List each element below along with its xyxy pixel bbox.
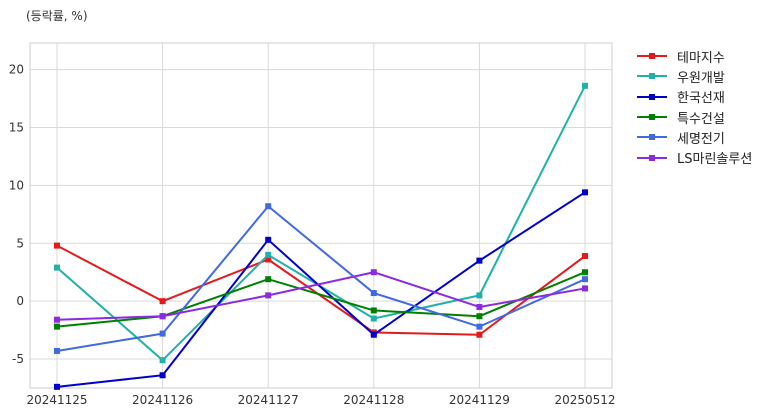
legend-swatch (635, 50, 669, 62)
data-point (370, 315, 377, 322)
tick-labels: -5 0 5 10 15 20 20241125 20241126 20241127 202411… (9, 63, 616, 407)
data-point (54, 242, 60, 249)
data-point (54, 316, 60, 323)
legend-item: 세명전기 (635, 127, 752, 147)
series-line (56, 244, 586, 336)
legend-swatch (635, 111, 669, 123)
legend-swatch (635, 152, 669, 164)
data-point (159, 313, 166, 320)
y-tick-label: 0 (16, 294, 24, 308)
data-point (159, 298, 166, 305)
legend-swatch (635, 91, 669, 103)
x-tick-label: 20241126 (132, 393, 193, 407)
legend-label: 테마지수 (677, 50, 725, 66)
data-point (370, 331, 377, 338)
series-4 (54, 269, 588, 330)
data-point (54, 383, 60, 390)
legend-label: 우원개발 (677, 70, 725, 86)
legend-item: 우원개발 (635, 66, 752, 86)
data-point (54, 323, 60, 330)
data-point (582, 269, 588, 276)
data-point (265, 276, 272, 283)
unit-label: (등락률, %) (26, 9, 88, 23)
data-point (370, 269, 377, 276)
data-point (159, 372, 166, 379)
x-tick-label: 20241127 (238, 393, 299, 407)
data-point (370, 290, 377, 297)
series-line (56, 271, 586, 321)
legend-swatch (635, 70, 669, 82)
series-line (56, 271, 586, 328)
data-point (54, 347, 60, 354)
x-tick-label: 20241125 (26, 393, 87, 407)
y-tick-label: -5 (12, 352, 24, 366)
series-2 (54, 82, 588, 364)
data-point (582, 253, 588, 260)
legend-swatch (635, 131, 669, 143)
data-point (582, 276, 588, 283)
y-tick-label: 10 (9, 178, 24, 192)
data-point (476, 323, 483, 330)
x-tick-label: 20241129 (449, 393, 510, 407)
data-point (476, 303, 483, 310)
legend-label: 특수건설 (677, 111, 725, 127)
series-1 (54, 242, 588, 338)
series-line (56, 191, 586, 388)
data-point (265, 203, 272, 210)
plot-border (29, 42, 613, 389)
data-point (265, 292, 272, 299)
data-point (159, 330, 166, 337)
series-3 (54, 189, 588, 390)
data-point (54, 264, 60, 271)
data-point (370, 307, 377, 314)
legend-label: LS마린솔루션 (677, 152, 753, 168)
legend-item: 테마지수 (635, 46, 752, 66)
y-tick-label: 5 (16, 236, 24, 250)
data-point (265, 236, 272, 243)
legend-item: LS마린솔루션 (635, 147, 752, 167)
series-line (56, 205, 586, 352)
data-point (476, 257, 483, 264)
data-point (582, 189, 588, 196)
x-tick-label: 20241128 (343, 393, 404, 407)
data-point (476, 292, 483, 299)
data-point (159, 357, 166, 364)
legend-label: 세명전기 (677, 131, 725, 147)
legend-item: 특수건설 (635, 107, 752, 127)
data-point (582, 285, 588, 292)
y-tick-label: 15 (9, 121, 24, 135)
series-5 (54, 203, 588, 354)
series-group (54, 82, 588, 390)
grid (30, 43, 612, 388)
data-point (582, 82, 588, 89)
data-point (476, 313, 483, 320)
data-point (265, 251, 272, 258)
axes (29, 42, 613, 389)
data-point (265, 256, 272, 263)
legend-item: 한국선재 (635, 87, 752, 107)
x-tick-label: 20250512 (554, 393, 615, 407)
series-6 (54, 269, 588, 323)
legend-label: 한국선재 (677, 91, 725, 107)
data-point (476, 331, 483, 338)
y-tick-label: 20 (9, 63, 24, 77)
